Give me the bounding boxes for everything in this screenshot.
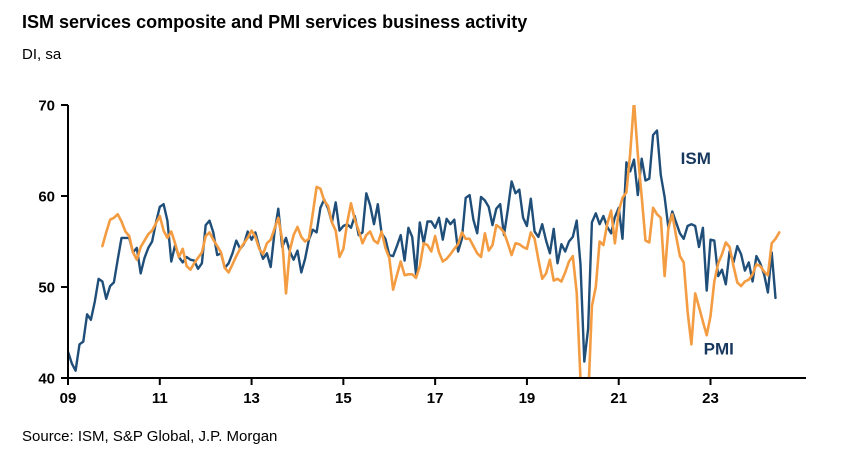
x-tick-label: 09 (60, 390, 77, 407)
y-tick-label: 70 (38, 98, 55, 115)
series-label-ism: ISM (681, 149, 711, 168)
series-label-pmi: PMI (704, 339, 734, 358)
x-tick-label: 19 (519, 390, 536, 407)
y-axis-unit-label: DI, sa (22, 46, 62, 63)
x-tick-label: 11 (152, 390, 168, 407)
chart-title: ISM services composite and PMI services … (22, 12, 528, 32)
x-tick-label: 13 (243, 390, 260, 407)
source-note: Source: ISM, S&P Global, J.P. Morgan (22, 428, 278, 445)
pmi-line (101, 105, 781, 378)
y-tick-label: 40 (38, 371, 55, 388)
y-tick-label: 50 (38, 280, 55, 297)
x-tick-label: 21 (610, 390, 627, 407)
y-tick-label: 60 (38, 189, 55, 206)
x-tick-label: 17 (427, 390, 444, 407)
x-tick-label: 15 (335, 390, 352, 407)
x-tick-label: 23 (702, 390, 719, 407)
